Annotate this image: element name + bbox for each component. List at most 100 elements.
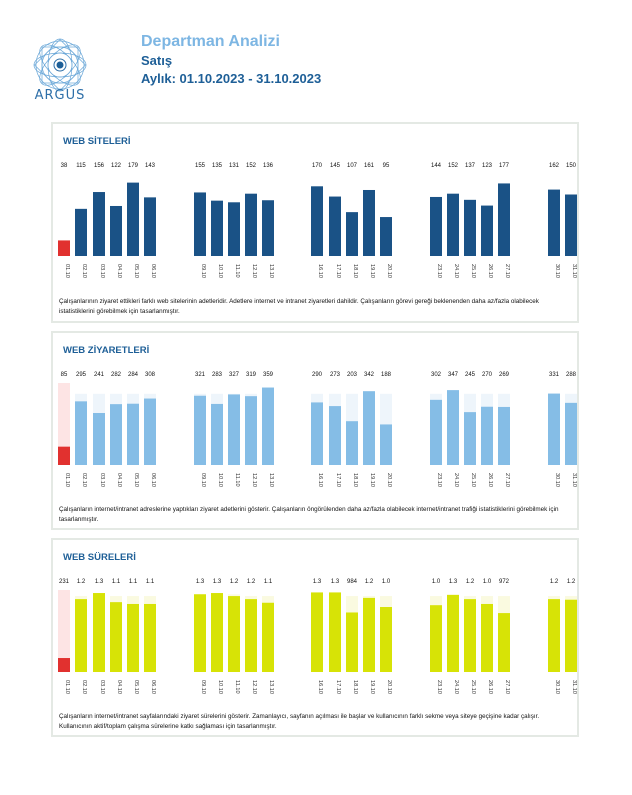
bar-12.10[interactable] (245, 396, 257, 465)
panel-description: Çalışanlarının ziyaret ettikleri farklı … (59, 297, 569, 317)
bar-11.10[interactable] (228, 394, 240, 465)
value-label: 1.3 (331, 579, 340, 585)
bar-31.10[interactable] (565, 600, 577, 672)
date-label: 11.10 (234, 473, 240, 487)
value-label: 270 (482, 372, 493, 378)
value-label: 85 (61, 372, 68, 378)
bar-11.10[interactable] (228, 596, 240, 672)
bar-17.10[interactable] (329, 197, 341, 256)
bar-16.10[interactable] (311, 402, 323, 465)
bar-16.10[interactable] (311, 592, 323, 672)
date-label: 02.10 (81, 680, 87, 694)
bar-01.10[interactable] (58, 658, 70, 672)
bar-06.10[interactable] (144, 604, 156, 672)
value-label: 269 (499, 372, 510, 378)
bar-17.10[interactable] (329, 592, 341, 672)
date-label: 03.10 (99, 680, 105, 694)
value-label: 1.2 (550, 579, 559, 585)
bar-09.10[interactable] (194, 594, 206, 672)
bar-31.10[interactable] (565, 195, 577, 257)
value-label: 972 (499, 579, 510, 585)
bar-04.10[interactable] (110, 404, 122, 465)
bar-04.10[interactable] (110, 602, 122, 672)
date-label: 03.10 (99, 473, 105, 487)
bar-11.10[interactable] (228, 202, 240, 256)
bar-06.10[interactable] (144, 197, 156, 256)
bar-13.10[interactable] (262, 200, 274, 256)
bar-05.10[interactable] (127, 404, 139, 465)
value-label: 1.2 (230, 579, 239, 585)
bar-23.10[interactable] (430, 605, 442, 672)
bar-05.10[interactable] (127, 604, 139, 672)
bar-01.10[interactable] (58, 240, 70, 256)
bar-19.10[interactable] (363, 598, 375, 672)
bar-02.10[interactable] (75, 209, 87, 256)
bar-09.10[interactable] (194, 192, 206, 256)
bar-10.10[interactable] (211, 593, 223, 672)
value-label: 1.0 (483, 579, 492, 585)
bar-02.10[interactable] (75, 599, 87, 672)
bar-18.10[interactable] (346, 612, 358, 672)
bar-20.10[interactable] (380, 217, 392, 256)
bar-24.10[interactable] (447, 595, 459, 672)
bar-18.10[interactable] (346, 212, 358, 256)
value-label: 1.1 (112, 579, 121, 585)
date-label: 19.10 (369, 473, 375, 487)
date-label: 27.10 (504, 264, 510, 278)
bar-09.10[interactable] (194, 396, 206, 465)
bar-17.10[interactable] (329, 406, 341, 465)
bar-19.10[interactable] (363, 190, 375, 256)
bar-12.10[interactable] (245, 194, 257, 256)
bar-25.10[interactable] (464, 599, 476, 672)
web-sites-chart: 3801.1011502.1015603.1012204.1017905.101… (53, 124, 581, 294)
bar-10.10[interactable] (211, 201, 223, 256)
bar-12.10[interactable] (245, 599, 257, 672)
date-label: 27.10 (504, 680, 510, 694)
date-label: 19.10 (369, 264, 375, 278)
date-label: 23.10 (436, 473, 442, 487)
bar-27.10[interactable] (498, 613, 510, 672)
bar-01.10[interactable] (58, 447, 70, 465)
bar-05.10[interactable] (127, 183, 139, 256)
value-label: 1.1 (146, 579, 155, 585)
bar-23.10[interactable] (430, 400, 442, 465)
bar-23.10[interactable] (430, 197, 442, 256)
date-label: 12.10 (251, 680, 257, 694)
value-label: 327 (229, 372, 240, 378)
panel-description: Çalışanların internet/intranet adresleri… (59, 505, 569, 525)
bar-30.10[interactable] (548, 190, 560, 256)
bar-24.10[interactable] (447, 194, 459, 256)
bar-16.10[interactable] (311, 186, 323, 256)
bar-24.10[interactable] (447, 390, 459, 465)
date-label: 04.10 (116, 680, 122, 694)
bar-13.10[interactable] (262, 603, 274, 672)
bar-30.10[interactable] (548, 394, 560, 465)
bar-31.10[interactable] (565, 403, 577, 465)
bar-26.10[interactable] (481, 407, 493, 465)
bar-03.10[interactable] (93, 413, 105, 465)
bar-27.10[interactable] (498, 183, 510, 256)
bar-30.10[interactable] (548, 599, 560, 672)
bar-13.10[interactable] (262, 388, 274, 465)
bar-25.10[interactable] (464, 412, 476, 465)
bar-25.10[interactable] (464, 200, 476, 256)
date-label: 06.10 (150, 473, 156, 487)
bar-03.10[interactable] (93, 192, 105, 256)
bar-06.10[interactable] (144, 399, 156, 465)
bar-10.10[interactable] (211, 404, 223, 465)
bar-03.10[interactable] (93, 593, 105, 672)
date-label: 17.10 (335, 680, 341, 694)
value-label: 319 (246, 372, 257, 378)
bar-18.10[interactable] (346, 421, 358, 465)
bar-26.10[interactable] (481, 206, 493, 256)
bar-20.10[interactable] (380, 424, 392, 465)
bar-19.10[interactable] (363, 391, 375, 465)
bar-26.10[interactable] (481, 604, 493, 672)
bar-04.10[interactable] (110, 206, 122, 256)
value-label: 131 (229, 163, 240, 169)
bar-20.10[interactable] (380, 607, 392, 672)
date-label: 06.10 (150, 680, 156, 694)
bar-02.10[interactable] (75, 401, 87, 465)
date-label: 09.10 (200, 680, 206, 694)
bar-27.10[interactable] (498, 407, 510, 465)
